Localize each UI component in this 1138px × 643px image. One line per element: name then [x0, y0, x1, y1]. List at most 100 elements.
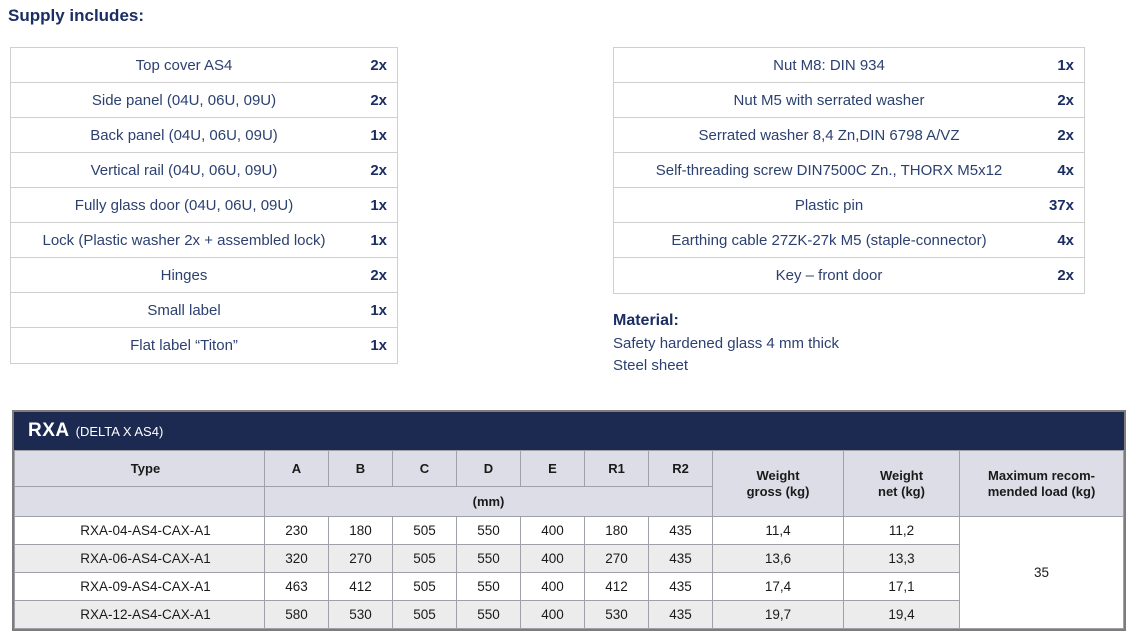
- item-name: Nut M5 with serrated washer: [733, 91, 925, 109]
- spec-header-row: Type A B C D E R1 R2 Weight gross (kg) W…: [14, 450, 1124, 517]
- item-qty: 1x: [370, 196, 387, 214]
- cell-b: 530: [328, 600, 393, 629]
- cell-d: 550: [456, 572, 521, 601]
- table-row: Serrated washer 8,4 Zn,DIN 6798 A/VZ 2x: [614, 118, 1084, 153]
- column-header-weight-net: Weight net (kg): [843, 450, 960, 517]
- cell-r2: 435: [648, 516, 713, 545]
- cell-weight-net: 13,3: [843, 544, 960, 573]
- spec-table-titlebar: RXA (DELTA X AS4): [14, 412, 1124, 450]
- column-header-weight-gross: Weight gross (kg): [712, 450, 844, 517]
- cell-weight-gross: 13,6: [712, 544, 844, 573]
- spec-table-title: RXA: [28, 420, 70, 441]
- cell-a: 580: [264, 600, 329, 629]
- cell-d: 550: [456, 600, 521, 629]
- item-qty: 2x: [370, 56, 387, 74]
- item-name: Nut M8: DIN 934: [773, 56, 885, 74]
- item-qty: 2x: [370, 161, 387, 179]
- cell-weight-net: 17,1: [843, 572, 960, 601]
- table-row: Plastic pin 37x: [614, 188, 1084, 223]
- cell-d: 550: [456, 516, 521, 545]
- cell-d: 550: [456, 544, 521, 573]
- spec-table-section: RXA (DELTA X AS4) Type A B C D E R1 R2 W…: [12, 410, 1126, 631]
- table-row: RXA-04-AS4-CAX-A1 230 180 505 550 400 18…: [14, 516, 1124, 629]
- cell-c: 505: [392, 600, 457, 629]
- column-header-d: D: [456, 450, 521, 487]
- table-row: Nut M5 with serrated washer 2x: [614, 83, 1084, 118]
- cell-e: 400: [520, 516, 585, 545]
- table-row: Vertical rail (04U, 06U, 09U) 2x: [11, 153, 397, 188]
- cell-weight-gross: 19,7: [712, 600, 844, 629]
- item-name: Lock (Plastic washer 2x + assembled lock…: [42, 231, 326, 249]
- cell-type: RXA-09-AS4-CAX-A1: [14, 572, 265, 601]
- item-name: Side panel (04U, 06U, 09U): [91, 91, 277, 109]
- cell-weight-gross: 17,4: [712, 572, 844, 601]
- item-qty: 1x: [370, 301, 387, 319]
- cell-e: 400: [520, 544, 585, 573]
- table-row: RXA-06-AS4-CAX-A1 320 270 505 550 400 27…: [14, 544, 1124, 573]
- cell-type: RXA-04-AS4-CAX-A1: [14, 516, 265, 545]
- cell-e: 400: [520, 600, 585, 629]
- cell-r2: 435: [648, 544, 713, 573]
- column-header-type: Type: [14, 450, 265, 487]
- cell-weight-gross: 11,4: [712, 516, 844, 545]
- item-name: Back panel (04U, 06U, 09U): [90, 126, 278, 144]
- item-qty: 1x: [1057, 56, 1074, 74]
- table-row: Earthing cable 27ZK-27k M5 (staple-conne…: [614, 223, 1084, 258]
- item-name: Small label: [147, 301, 221, 319]
- item-name: Key – front door: [775, 267, 883, 284]
- cell-a: 320: [264, 544, 329, 573]
- table-row: Small label 1x: [11, 293, 397, 328]
- item-name: Vertical rail (04U, 06U, 09U): [90, 161, 278, 179]
- item-name: Serrated washer 8,4 Zn,DIN 6798 A/VZ: [698, 126, 960, 144]
- header-line: Weight: [879, 467, 924, 483]
- spec-table-subtitle: (DELTA X AS4): [75, 423, 164, 439]
- cell-c: 505: [392, 544, 457, 573]
- table-row: Self-threading screw DIN7500C Zn., THORX…: [614, 153, 1084, 188]
- item-qty: 4x: [1057, 161, 1074, 179]
- cell-b: 270: [328, 544, 393, 573]
- item-qty: 1x: [370, 337, 387, 354]
- item-name: Hinges: [160, 266, 208, 284]
- unit-label-cell: (mm): [264, 486, 713, 517]
- column-header-c: C: [392, 450, 457, 487]
- spec-table: Type A B C D E R1 R2 Weight gross (kg) W…: [14, 450, 1124, 629]
- table-row: Nut M8: DIN 934 1x: [614, 48, 1084, 83]
- item-qty: 2x: [370, 91, 387, 109]
- table-row: Key – front door 2x: [614, 258, 1084, 293]
- cell-type: RXA-06-AS4-CAX-A1: [14, 544, 265, 573]
- item-name: Top cover AS4: [135, 56, 233, 74]
- item-qty: 1x: [370, 126, 387, 144]
- cell-e: 400: [520, 572, 585, 601]
- cell-b: 412: [328, 572, 393, 601]
- material-line: Safety hardened glass 4 mm thick: [613, 335, 839, 352]
- cell-type: RXA-12-AS4-CAX-A1: [14, 600, 265, 629]
- table-row: Fully glass door (04U, 06U, 09U) 1x: [11, 188, 397, 223]
- item-qty: 2x: [1057, 126, 1074, 144]
- item-qty: 4x: [1057, 231, 1074, 249]
- cell-max-load: 35: [959, 516, 1124, 629]
- table-row: RXA-09-AS4-CAX-A1 463 412 505 550 400 41…: [14, 572, 1124, 601]
- item-qty: 2x: [1057, 91, 1074, 109]
- column-header-r1: R1: [584, 450, 649, 487]
- cell-r2: 435: [648, 600, 713, 629]
- cell-weight-net: 11,2: [843, 516, 960, 545]
- material-heading: Material:: [613, 312, 679, 329]
- cell-weight-net: 19,4: [843, 600, 960, 629]
- header-line: net (kg): [878, 483, 925, 499]
- item-qty: 2x: [370, 266, 387, 284]
- item-name: Fully glass door (04U, 06U, 09U): [74, 196, 294, 214]
- empty-header-cell: [14, 486, 265, 517]
- item-qty: 37x: [1048, 196, 1074, 214]
- table-row: RXA-12-AS4-CAX-A1 580 530 505 550 400 53…: [14, 600, 1124, 629]
- column-header-r2: R2: [648, 450, 713, 487]
- material-section: Material: Safety hardened glass 4 mm thi…: [613, 312, 839, 377]
- header-line: mended load (kg): [987, 483, 1096, 499]
- column-header-e: E: [520, 450, 585, 487]
- header-line: Weight: [756, 467, 800, 483]
- column-header-b: B: [328, 450, 393, 487]
- item-name: Earthing cable 27ZK-27k M5 (staple-conne…: [671, 231, 987, 249]
- table-row: Top cover AS4 2x: [11, 48, 397, 83]
- table-row: Hinges 2x: [11, 258, 397, 293]
- page-title: Supply includes:: [8, 6, 145, 25]
- table-row: Flat label “Titon” 1x: [11, 328, 397, 363]
